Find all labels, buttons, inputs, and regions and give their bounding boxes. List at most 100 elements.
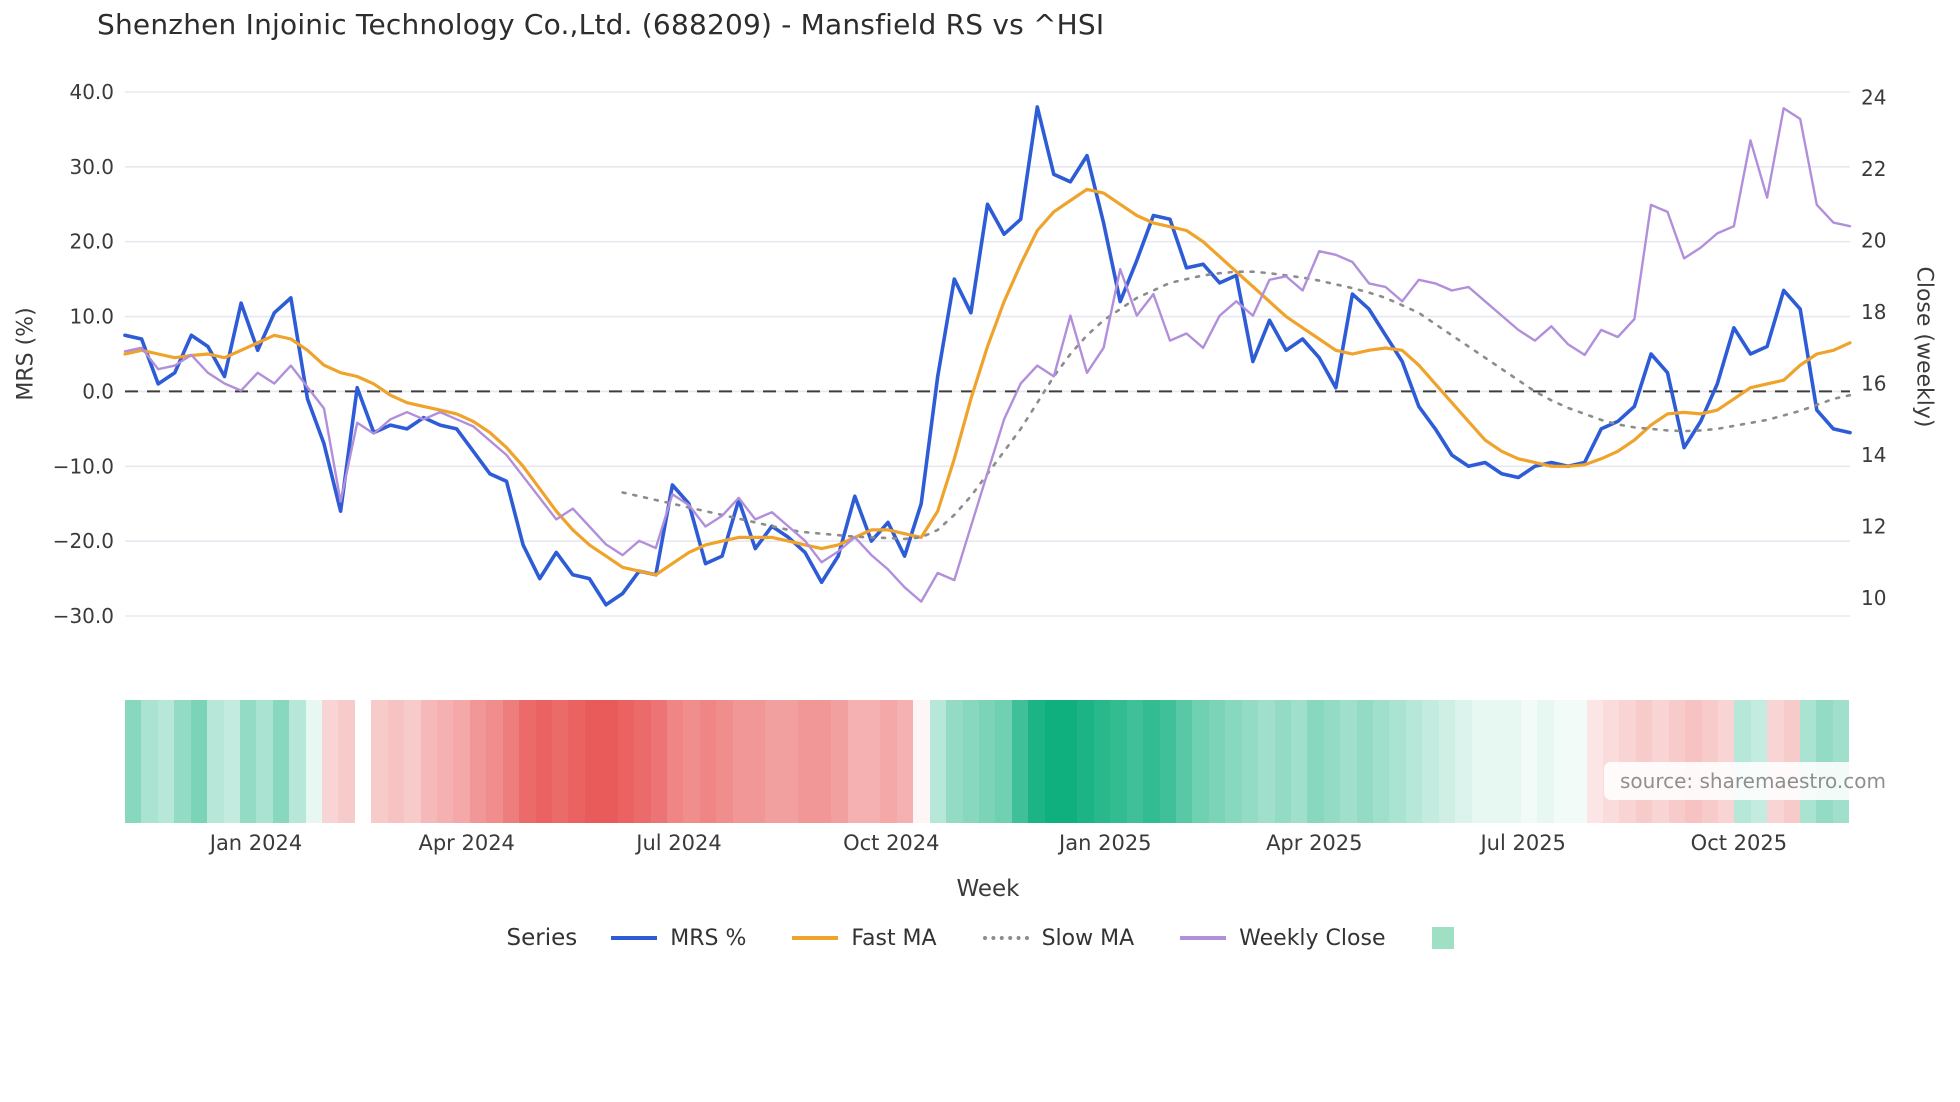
right-axis-tick-label: 22	[1861, 157, 1886, 181]
heatmap-cell	[1011, 700, 1029, 823]
heatmap-cell	[946, 700, 963, 823]
right-axis-tick-label: 14	[1861, 443, 1886, 467]
heatmap-cell	[1455, 700, 1472, 823]
legend-label-slow-ma: Slow MA	[1041, 925, 1135, 951]
heatmap-cell	[798, 700, 815, 823]
heatmap-cell	[1356, 700, 1374, 823]
heatmap-cell	[469, 700, 487, 823]
heatmap-cell	[141, 700, 158, 823]
heatmap-cell	[601, 700, 618, 823]
legend-label-fast-ma: Fast MA	[851, 925, 937, 951]
heatmap-cell	[223, 700, 240, 823]
heatmap-cell	[1159, 700, 1176, 823]
heatmap-cell	[1405, 700, 1423, 823]
legend-items: MRS % Fast MA Slow MA Weekly Close	[611, 925, 1454, 951]
heatmap-cell	[666, 700, 684, 823]
heatmap-cell	[1570, 700, 1587, 823]
heatmap-cell	[239, 700, 257, 823]
left-axis-tick-label: 20.0	[69, 230, 114, 254]
heatmap-cell	[1241, 700, 1259, 823]
heatmap-cell	[420, 700, 438, 823]
heatmap-cell	[1126, 700, 1144, 823]
heatmap-cell	[1537, 700, 1554, 823]
heatmap-cell	[551, 700, 569, 823]
x-axis-tick-label: Jan 2024	[209, 831, 303, 855]
heatmap-cell	[453, 700, 470, 823]
legend-label-weekly-close: Weekly Close	[1239, 925, 1386, 951]
heatmap-cell	[749, 700, 766, 823]
heatmap-cell	[568, 700, 585, 823]
heatmap-strip	[125, 700, 1850, 823]
x-axis-tick-label: Jul 2024	[636, 831, 722, 855]
heatmap-cell	[174, 700, 191, 823]
heatmap-cell	[880, 700, 897, 823]
heatmap-cell	[486, 700, 503, 823]
heatmap-cell	[535, 700, 552, 823]
heatmap-cell	[157, 700, 175, 823]
mrs--line-swatch-icon	[611, 936, 658, 940]
source-watermark: source: sharemaestro.com	[1604, 762, 1902, 800]
legend: Series MRS % Fast MA Slow MA Weekly Close	[0, 918, 1960, 958]
heatmap-cell	[207, 700, 224, 823]
heatmap-cell	[1323, 700, 1341, 823]
left-axis-tick-label: −20.0	[53, 529, 114, 553]
heatmap-cell	[1110, 700, 1127, 823]
series-line-weekly-close	[123, 107, 1852, 603]
left-axis-tick-label: −30.0	[53, 604, 114, 628]
heatmap-cell	[1307, 700, 1324, 823]
heatmap-cell	[338, 700, 355, 823]
heatmap-cell	[1192, 700, 1209, 823]
heatmap-cell	[1044, 700, 1062, 823]
slow-ma-line-swatch-icon	[982, 936, 1029, 940]
heatmap-cell	[1504, 700, 1521, 823]
series-line-slow-ma	[621, 270, 1852, 541]
left-axis-tick-label: 40.0	[69, 80, 114, 104]
x-axis-label: Week	[956, 876, 1020, 902]
right-axis-tick-label: 16	[1861, 372, 1886, 396]
heatmap-cell	[437, 700, 454, 823]
x-axis-tick-label: Apr 2024	[418, 831, 515, 855]
heatmap-cell	[371, 700, 388, 823]
heatmap-cell	[1077, 700, 1094, 823]
heatmap-cell	[1143, 700, 1160, 823]
legend-item-heatmap	[1431, 927, 1454, 949]
x-axis-tick-label: Oct 2024	[843, 831, 940, 855]
heatmap-cell	[305, 700, 323, 823]
heatmap-cell	[732, 700, 750, 823]
heatmap-cell	[519, 700, 536, 823]
heatmap-cell	[929, 700, 947, 823]
heatmap-cell	[1389, 700, 1406, 823]
heatmap-cell	[1028, 700, 1045, 823]
x-axis-tick-label: Jul 2025	[1480, 831, 1566, 855]
heatmap-cell	[1225, 700, 1242, 823]
left-axis-tick-label: −10.0	[53, 454, 114, 478]
heatmap-cell	[190, 700, 208, 823]
x-axis-tick-label: Apr 2025	[1266, 831, 1363, 855]
heatmap-cell	[962, 700, 979, 823]
legend-label-mrs-: MRS %	[670, 925, 747, 951]
heatmap-cell	[272, 700, 290, 823]
heatmap-cell	[1061, 700, 1078, 823]
heatmap-cell	[1488, 700, 1505, 823]
heatmap-cell	[584, 700, 602, 823]
right-axis-tick-label: 20	[1861, 229, 1886, 253]
legend-item-mrs-: MRS %	[611, 926, 746, 951]
chart-title: Shenzhen Injoinic Technology Co.,Ltd. (6…	[97, 8, 1105, 41]
heatmap-cell	[1471, 700, 1489, 823]
heatmap-cell	[1520, 700, 1538, 823]
heatmap-cell	[716, 700, 733, 823]
heatmap-cell	[502, 700, 520, 823]
right-axis-tick-label: 10	[1861, 586, 1886, 610]
heatmap-cell	[1586, 700, 1603, 823]
heatmap-cell	[1176, 700, 1193, 823]
heatmap-cell	[650, 700, 667, 823]
heatmap-cell	[699, 700, 717, 823]
heatmap-cell	[1422, 700, 1439, 823]
heatmap-cell	[1438, 700, 1456, 823]
fast-ma-line-swatch-icon	[792, 936, 839, 940]
weekly-close-line-swatch-icon	[1180, 936, 1227, 940]
legend-title: Series	[506, 925, 578, 951]
right-axis-tick-label: 24	[1861, 86, 1886, 110]
